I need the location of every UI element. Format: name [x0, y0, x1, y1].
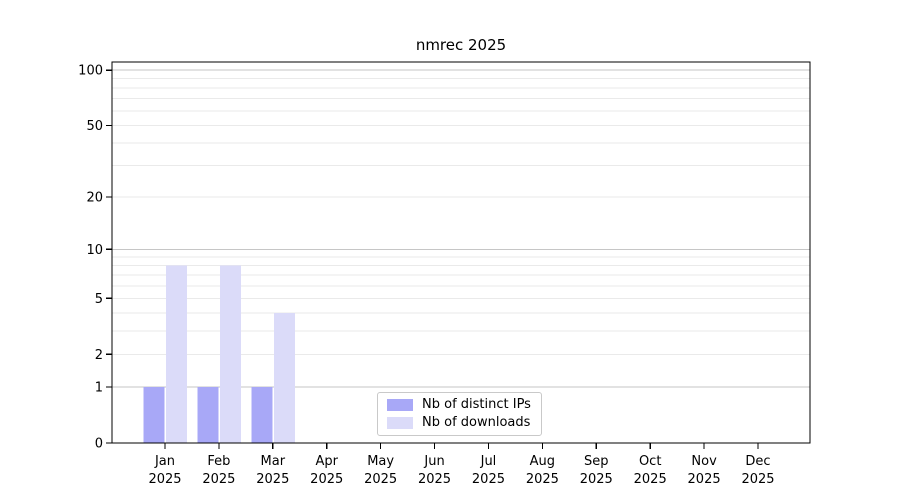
x-tick-label-month: Nov: [691, 454, 717, 469]
x-tick-label-month: Aug: [530, 454, 555, 469]
bar-distinct-ips: [197, 387, 219, 443]
y-tick-label: 2: [95, 348, 103, 363]
bar-distinct-ips: [143, 387, 165, 443]
x-tick-label-year: 2025: [202, 472, 235, 487]
legend-item-distinct-ips: Nb of distinct IPs: [387, 398, 533, 412]
bar-downloads: [273, 312, 295, 443]
y-tick-label: 50: [86, 119, 103, 134]
legend-item-downloads: Nb of downloads: [387, 416, 533, 430]
y-tick-label: 5: [95, 292, 103, 307]
x-tick-label-year: 2025: [310, 472, 343, 487]
y-tick-label: 1: [95, 381, 103, 396]
plot-border: [111, 61, 811, 444]
x-tick-label-month: Sep: [584, 454, 609, 469]
bar-downloads: [166, 265, 187, 443]
x-tick-label-year: 2025: [526, 472, 559, 487]
x-tick-label-year: 2025: [472, 472, 505, 487]
y-tick-label: 100: [78, 64, 103, 79]
x-tick-label-year: 2025: [688, 472, 721, 487]
x-tick-label-month: Apr: [315, 454, 338, 469]
x-tick-label-month: Feb: [207, 454, 230, 469]
y-tick-label: 20: [86, 191, 103, 206]
x-tick-label-month: Dec: [745, 454, 770, 469]
x-tick-label-month: Jun: [423, 454, 444, 469]
legend-swatch-downloads: [387, 417, 413, 429]
x-tick-label-month: Mar: [261, 454, 286, 469]
x-tick-label-year: 2025: [741, 472, 774, 487]
x-tick-label-year: 2025: [148, 472, 181, 487]
x-tick-label-month: Oct: [639, 454, 661, 469]
chart-title: nmrec 2025: [415, 36, 507, 54]
y-tick-label: 10: [86, 243, 103, 258]
x-tick-label-year: 2025: [364, 472, 397, 487]
x-tick-label-month: May: [367, 454, 394, 469]
legend-label-downloads: Nb of downloads: [422, 415, 531, 430]
x-tick-label-year: 2025: [580, 472, 613, 487]
x-tick-label-month: Jan: [154, 454, 175, 469]
y-tick-label: 0: [95, 437, 103, 452]
legend-label-distinct-ips: Nb of distinct IPs: [422, 397, 531, 412]
legend: Nb of distinct IPs Nb of downloads: [377, 392, 542, 436]
x-tick-label-month: Jul: [480, 454, 497, 469]
x-tick-label-year: 2025: [418, 472, 451, 487]
x-tick-label-year: 2025: [634, 472, 667, 487]
bar-distinct-ips: [251, 387, 273, 443]
bar-downloads: [219, 265, 241, 443]
legend-swatch-distinct-ips: [387, 399, 413, 411]
x-tick-label-year: 2025: [256, 472, 289, 487]
